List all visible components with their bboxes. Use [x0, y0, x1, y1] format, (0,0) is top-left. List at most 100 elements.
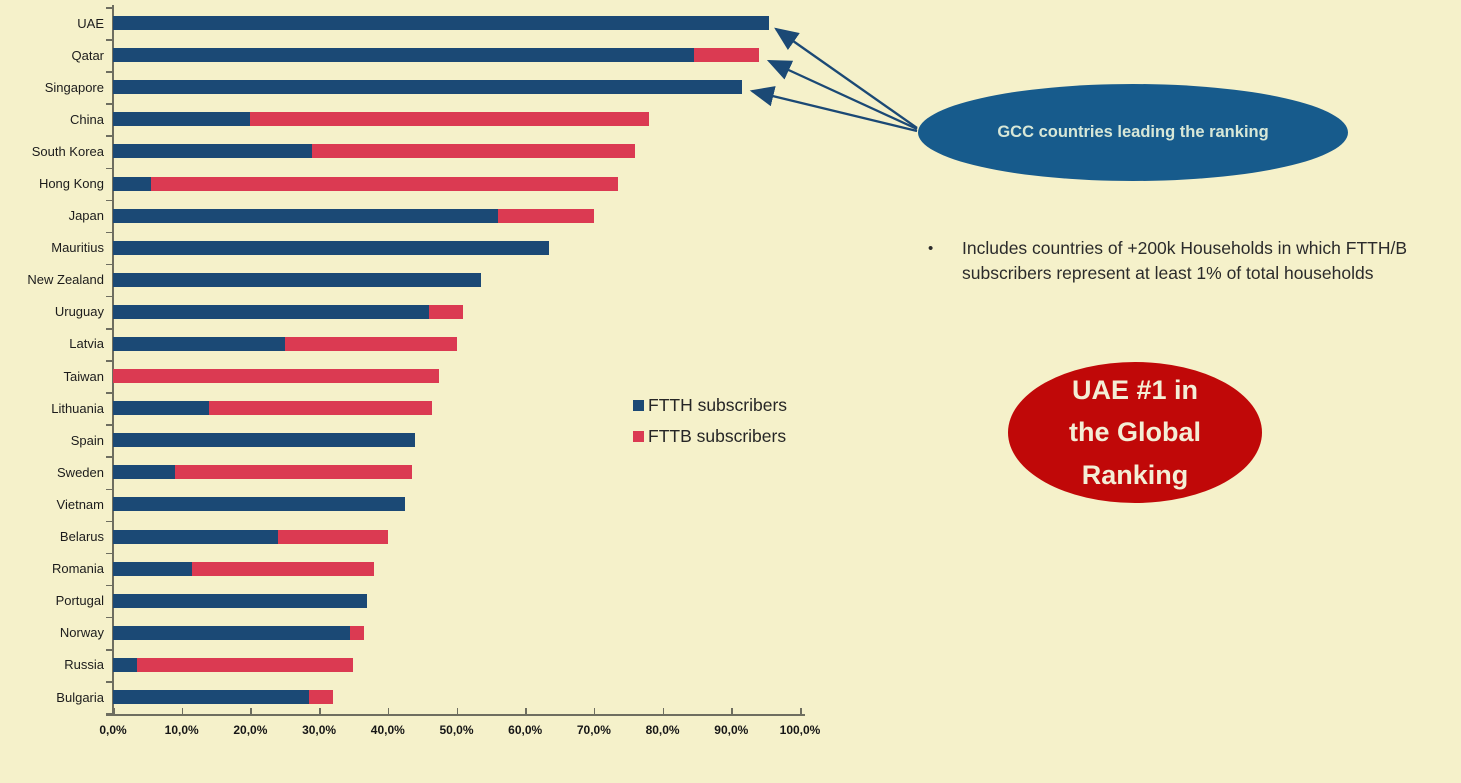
bar-track-qatar [113, 48, 800, 63]
fttb-subscribers-segment-taiwan [113, 369, 440, 384]
y-tick-10 [106, 328, 112, 330]
bullet-note-text: Includes countries of +200k Households i… [962, 238, 1408, 283]
ftth-subscribers-segment-china [113, 112, 251, 127]
ftth-subscribers-segment-latvia [113, 336, 285, 351]
x-tick-0 [113, 708, 115, 714]
x-tick-30 [319, 708, 321, 714]
ftth-subscribers-segment-south-korea [113, 144, 313, 159]
bar-row-hong-kong: Hong Kong [0, 167, 800, 199]
x-tick-label-60: 60,0% [508, 723, 543, 737]
uae-rank-line-1: UAE #1 in [1071, 375, 1199, 406]
fttb-square-icon [633, 431, 644, 442]
bar-row-uruguay: Uruguay [0, 296, 800, 328]
chart-legend: FTTH subscribers FTTB subscribers [633, 393, 787, 455]
bullet-icon: • [928, 240, 934, 257]
x-tick-label-50: 50,0% [439, 723, 474, 737]
fttb-subscribers-segment-russia [137, 657, 354, 672]
fttb-subscribers-segment-hong-kong [150, 176, 618, 191]
x-tick-40 [387, 708, 390, 714]
ftth-subscribers-segment-uae [113, 16, 770, 31]
bar-row-new-zealand: New Zealand [0, 264, 800, 296]
fttb-subscribers-segment-china [250, 112, 649, 127]
ftth-subscribers-segment-hong-kong [113, 176, 151, 191]
x-tick-100 [800, 708, 802, 714]
y-tick-1 [106, 39, 112, 41]
fttb-subscribers-segment-sweden [174, 465, 412, 480]
y-tick-18 [106, 584, 112, 587]
ftth-subscribers-segment-japan [113, 208, 498, 223]
bar-row-portugal: Portugal [0, 585, 800, 617]
bar-track-sweden [113, 465, 800, 480]
ftth-subscribers-segment-singapore [113, 80, 742, 95]
country-label-belarus: Belarus [59, 529, 104, 545]
bar-row-mauritius: Mauritius [0, 232, 800, 264]
bar-row-japan: Japan [0, 200, 800, 232]
bar-row-south-korea: South Korea [0, 135, 800, 167]
bar-row-singapore: Singapore [0, 71, 800, 103]
ftth-subscribers-segment-mauritius [113, 240, 550, 255]
country-label-norway: Norway [59, 625, 104, 641]
bar-row-vietnam: Vietnam [0, 488, 800, 520]
bullet-note: • Includes countries of +200k Households… [928, 236, 1444, 286]
gcc-callout-ellipse: GCC countries leading the ranking [918, 84, 1348, 181]
ftth-subscribers-segment-new-zealand [113, 272, 481, 287]
legend-item-ftth: FTTH subscribers [633, 393, 787, 418]
x-tick-label-100: 100,0% [779, 723, 821, 737]
y-axis-line [112, 5, 114, 715]
bar-row-lithuania: Lithuania [0, 392, 800, 424]
ftth-subscribers-segment-russia [113, 657, 138, 672]
country-label-mauritius: Mauritius [51, 240, 104, 256]
bar-row-spain: Spain [0, 424, 800, 456]
y-tick-0 [106, 7, 112, 9]
legend-label-fttb: FTTB subscribers [648, 426, 787, 446]
y-tick-15 [106, 488, 112, 490]
fttb-subscribers-segment-norway [350, 625, 364, 640]
country-label-uruguay: Uruguay [54, 304, 104, 320]
bar-track-vietnam [113, 497, 800, 512]
bar-track-japan [113, 208, 800, 223]
bar-track-belarus [113, 529, 800, 544]
bar-track-bulgaria [113, 690, 800, 705]
bar-track-new-zealand [113, 272, 800, 287]
x-tick-20 [250, 708, 252, 714]
country-label-latvia: Latvia [69, 336, 104, 352]
country-label-uae: UAE [77, 15, 104, 31]
ftth-subscribers-segment-romania [113, 561, 192, 576]
country-label-qatar: Qatar [71, 47, 104, 63]
bar-row-taiwan: Taiwan [0, 360, 800, 392]
y-tick-16 [106, 520, 112, 523]
x-tick-label-10: 10,0% [164, 723, 199, 737]
bar-track-lithuania [113, 401, 800, 416]
legend-label-ftth: FTTH subscribers [648, 395, 788, 415]
y-tick-14 [106, 456, 112, 458]
country-label-singapore: Singapore [44, 79, 104, 95]
fttb-subscribers-segment-japan [497, 208, 594, 223]
x-tick-90 [731, 708, 733, 714]
y-tick-12 [106, 392, 112, 394]
bar-track-spain [113, 433, 800, 448]
bar-rows: UAE Qatar Singapore China South Korea Hong Ko… [0, 7, 800, 713]
bar-row-romania: Romania [0, 553, 800, 585]
bar-track-romania [113, 561, 800, 576]
bar-track-mauritius [113, 240, 800, 255]
x-axis-line [106, 714, 805, 716]
fttb-subscribers-segment-latvia [284, 336, 457, 351]
y-tick-7 [106, 231, 112, 234]
x-tick-60 [525, 708, 527, 714]
ftth-subscribers-segment-uruguay [113, 304, 430, 319]
bar-track-taiwan [113, 369, 800, 384]
y-tick-13 [106, 424, 112, 426]
y-tick-2 [106, 71, 112, 73]
fttb-subscribers-segment-romania [192, 561, 375, 576]
y-tick-6 [106, 199, 112, 202]
bar-track-norway [113, 625, 800, 640]
country-label-romania: Romania [51, 561, 104, 577]
country-label-bulgaria: Bulgaria [56, 689, 104, 705]
x-tick-label-70: 70,0% [576, 723, 611, 737]
x-tick-label-0: 0,0% [99, 723, 127, 737]
country-label-lithuania: Lithuania [51, 400, 104, 416]
gcc-callout-text: GCC countries leading the ranking [997, 123, 1269, 142]
fttb-subscribers-segment-belarus [277, 529, 388, 544]
bar-row-sweden: Sweden [0, 456, 800, 488]
